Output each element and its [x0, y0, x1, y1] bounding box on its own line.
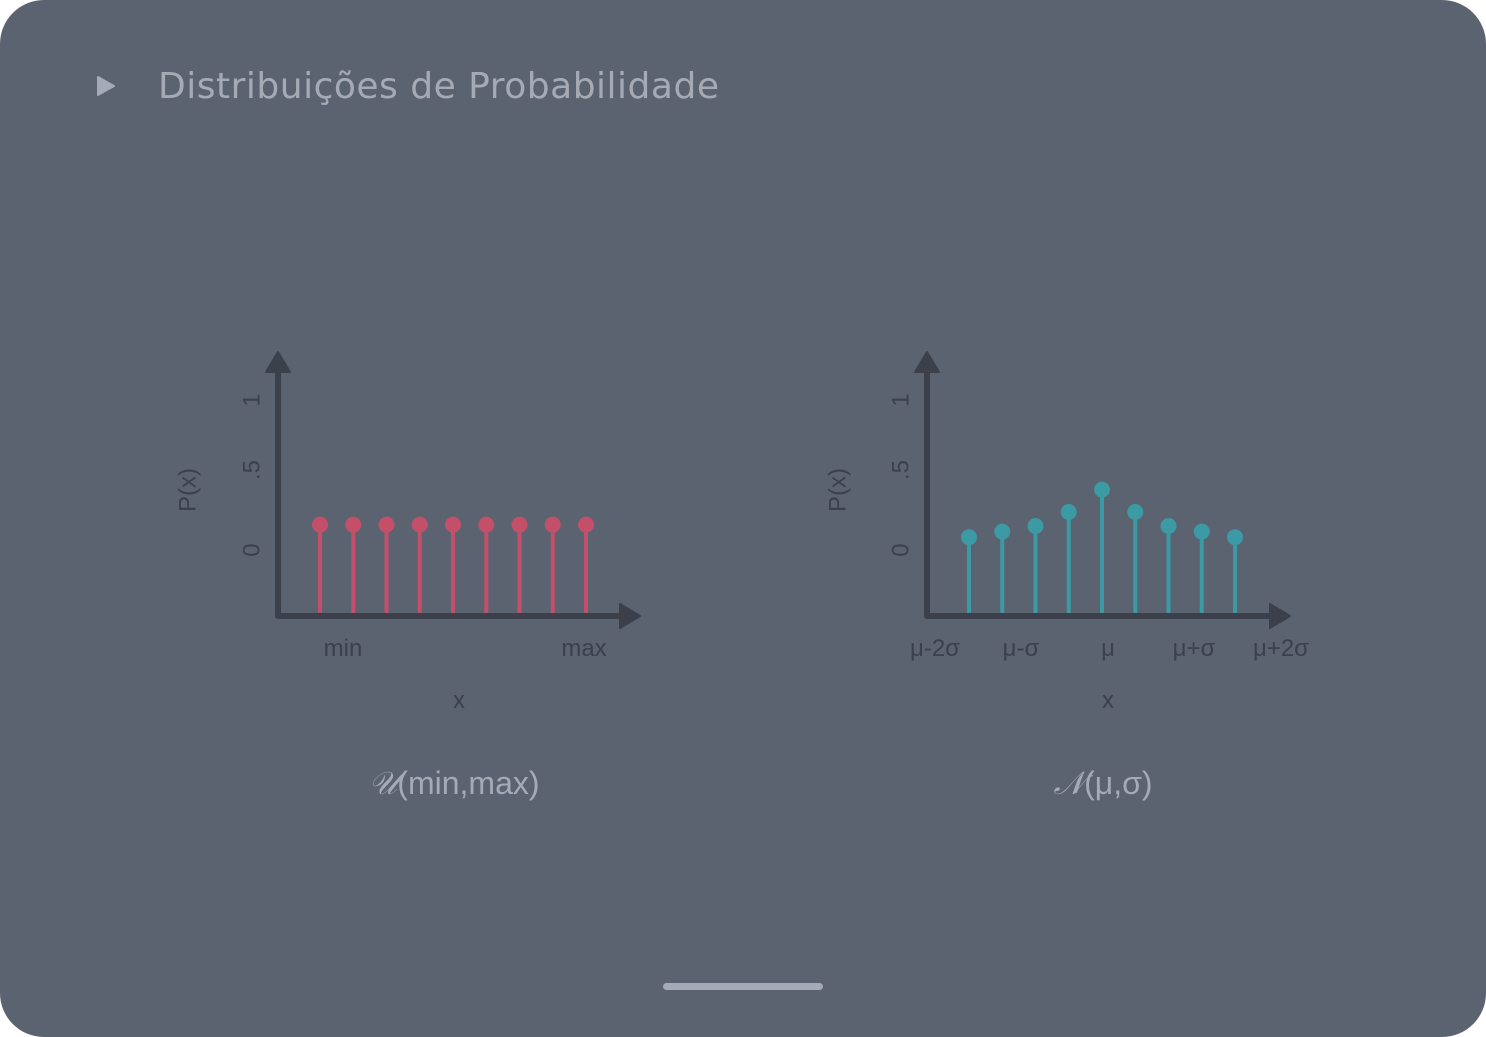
- normal-x-tick-label: μ-2σ: [910, 635, 960, 662]
- uniform-y-axis-arrow: [265, 351, 291, 373]
- uniform-y-tick-label: 1: [239, 393, 266, 406]
- normal-stem-point: [961, 529, 977, 546]
- normal-x-tick-label: μ: [1101, 635, 1115, 662]
- uniform-caption-args: (min,max): [397, 765, 539, 801]
- normal-stem-point: [1127, 504, 1144, 520]
- normal-stem-point: [1160, 518, 1177, 534]
- normal-x-tick-label: μ-σ: [1003, 635, 1040, 662]
- uniform-stem-point: [411, 516, 428, 533]
- normal-x-tick-label: μ+σ: [1173, 635, 1216, 662]
- normal-x-axis-label: x: [1102, 687, 1114, 714]
- uniform-y-tick-label: .5: [239, 460, 266, 480]
- normal-stem-point: [1027, 518, 1044, 534]
- uniform-distribution-chart: 𝒰(min,max) min max x 0 .5 1 P(x): [175, 351, 641, 802]
- uniform-stem-point: [445, 516, 461, 533]
- normal-y-tick-label: 1: [888, 393, 915, 406]
- normal-caption-args: (μ,σ): [1084, 765, 1152, 801]
- normal-stem-point: [1094, 481, 1110, 498]
- uniform-y-tick-label: 0: [239, 543, 266, 556]
- uniform-x-tick-label: max: [561, 635, 606, 662]
- uniform-stem-point: [378, 516, 395, 533]
- uniform-y-axis-label: P(x): [175, 468, 202, 512]
- normal-x-tick-label: μ+2σ: [1253, 635, 1309, 662]
- normal-y-axis-label: P(x): [825, 468, 852, 512]
- uniform-x-axis-arrow: [619, 603, 641, 629]
- uniform-stem-point: [544, 516, 561, 533]
- play-icon[interactable]: [94, 74, 118, 98]
- normal-distribution-chart: 𝒩(μ,σ) μ-2σ μ-σ μ μ+σ μ+2σ x 0 .5 1 P(x): [825, 351, 1309, 802]
- page-title: Distribuições de Probabilidade: [158, 65, 720, 107]
- uniform-x-axis-label: x: [453, 687, 465, 714]
- home-indicator[interactable]: [663, 983, 823, 990]
- uniform-stem-point: [345, 516, 362, 533]
- normal-stem-point: [994, 523, 1011, 540]
- card-header[interactable]: Distribuições de Probabilidade: [94, 60, 719, 112]
- uniform-stem-point: [312, 516, 328, 533]
- uniform-caption: 𝒰(min,max): [368, 764, 539, 802]
- normal-y-tick-label: 0: [888, 543, 915, 556]
- normal-stem-point: [1060, 504, 1077, 520]
- uniform-x-tick-label: min: [324, 635, 363, 662]
- uniform-stem-point: [578, 516, 594, 533]
- uniform-stem-point: [478, 516, 495, 533]
- normal-x-axis-arrow: [1269, 603, 1291, 629]
- normal-stem-point: [1227, 529, 1243, 546]
- normal-y-axis-arrow: [914, 351, 940, 373]
- uniform-stem-point: [511, 516, 528, 533]
- normal-caption: 𝒩(μ,σ): [1053, 764, 1152, 802]
- normal-stem-point: [1193, 523, 1210, 540]
- normal-y-tick-label: .5: [888, 460, 915, 480]
